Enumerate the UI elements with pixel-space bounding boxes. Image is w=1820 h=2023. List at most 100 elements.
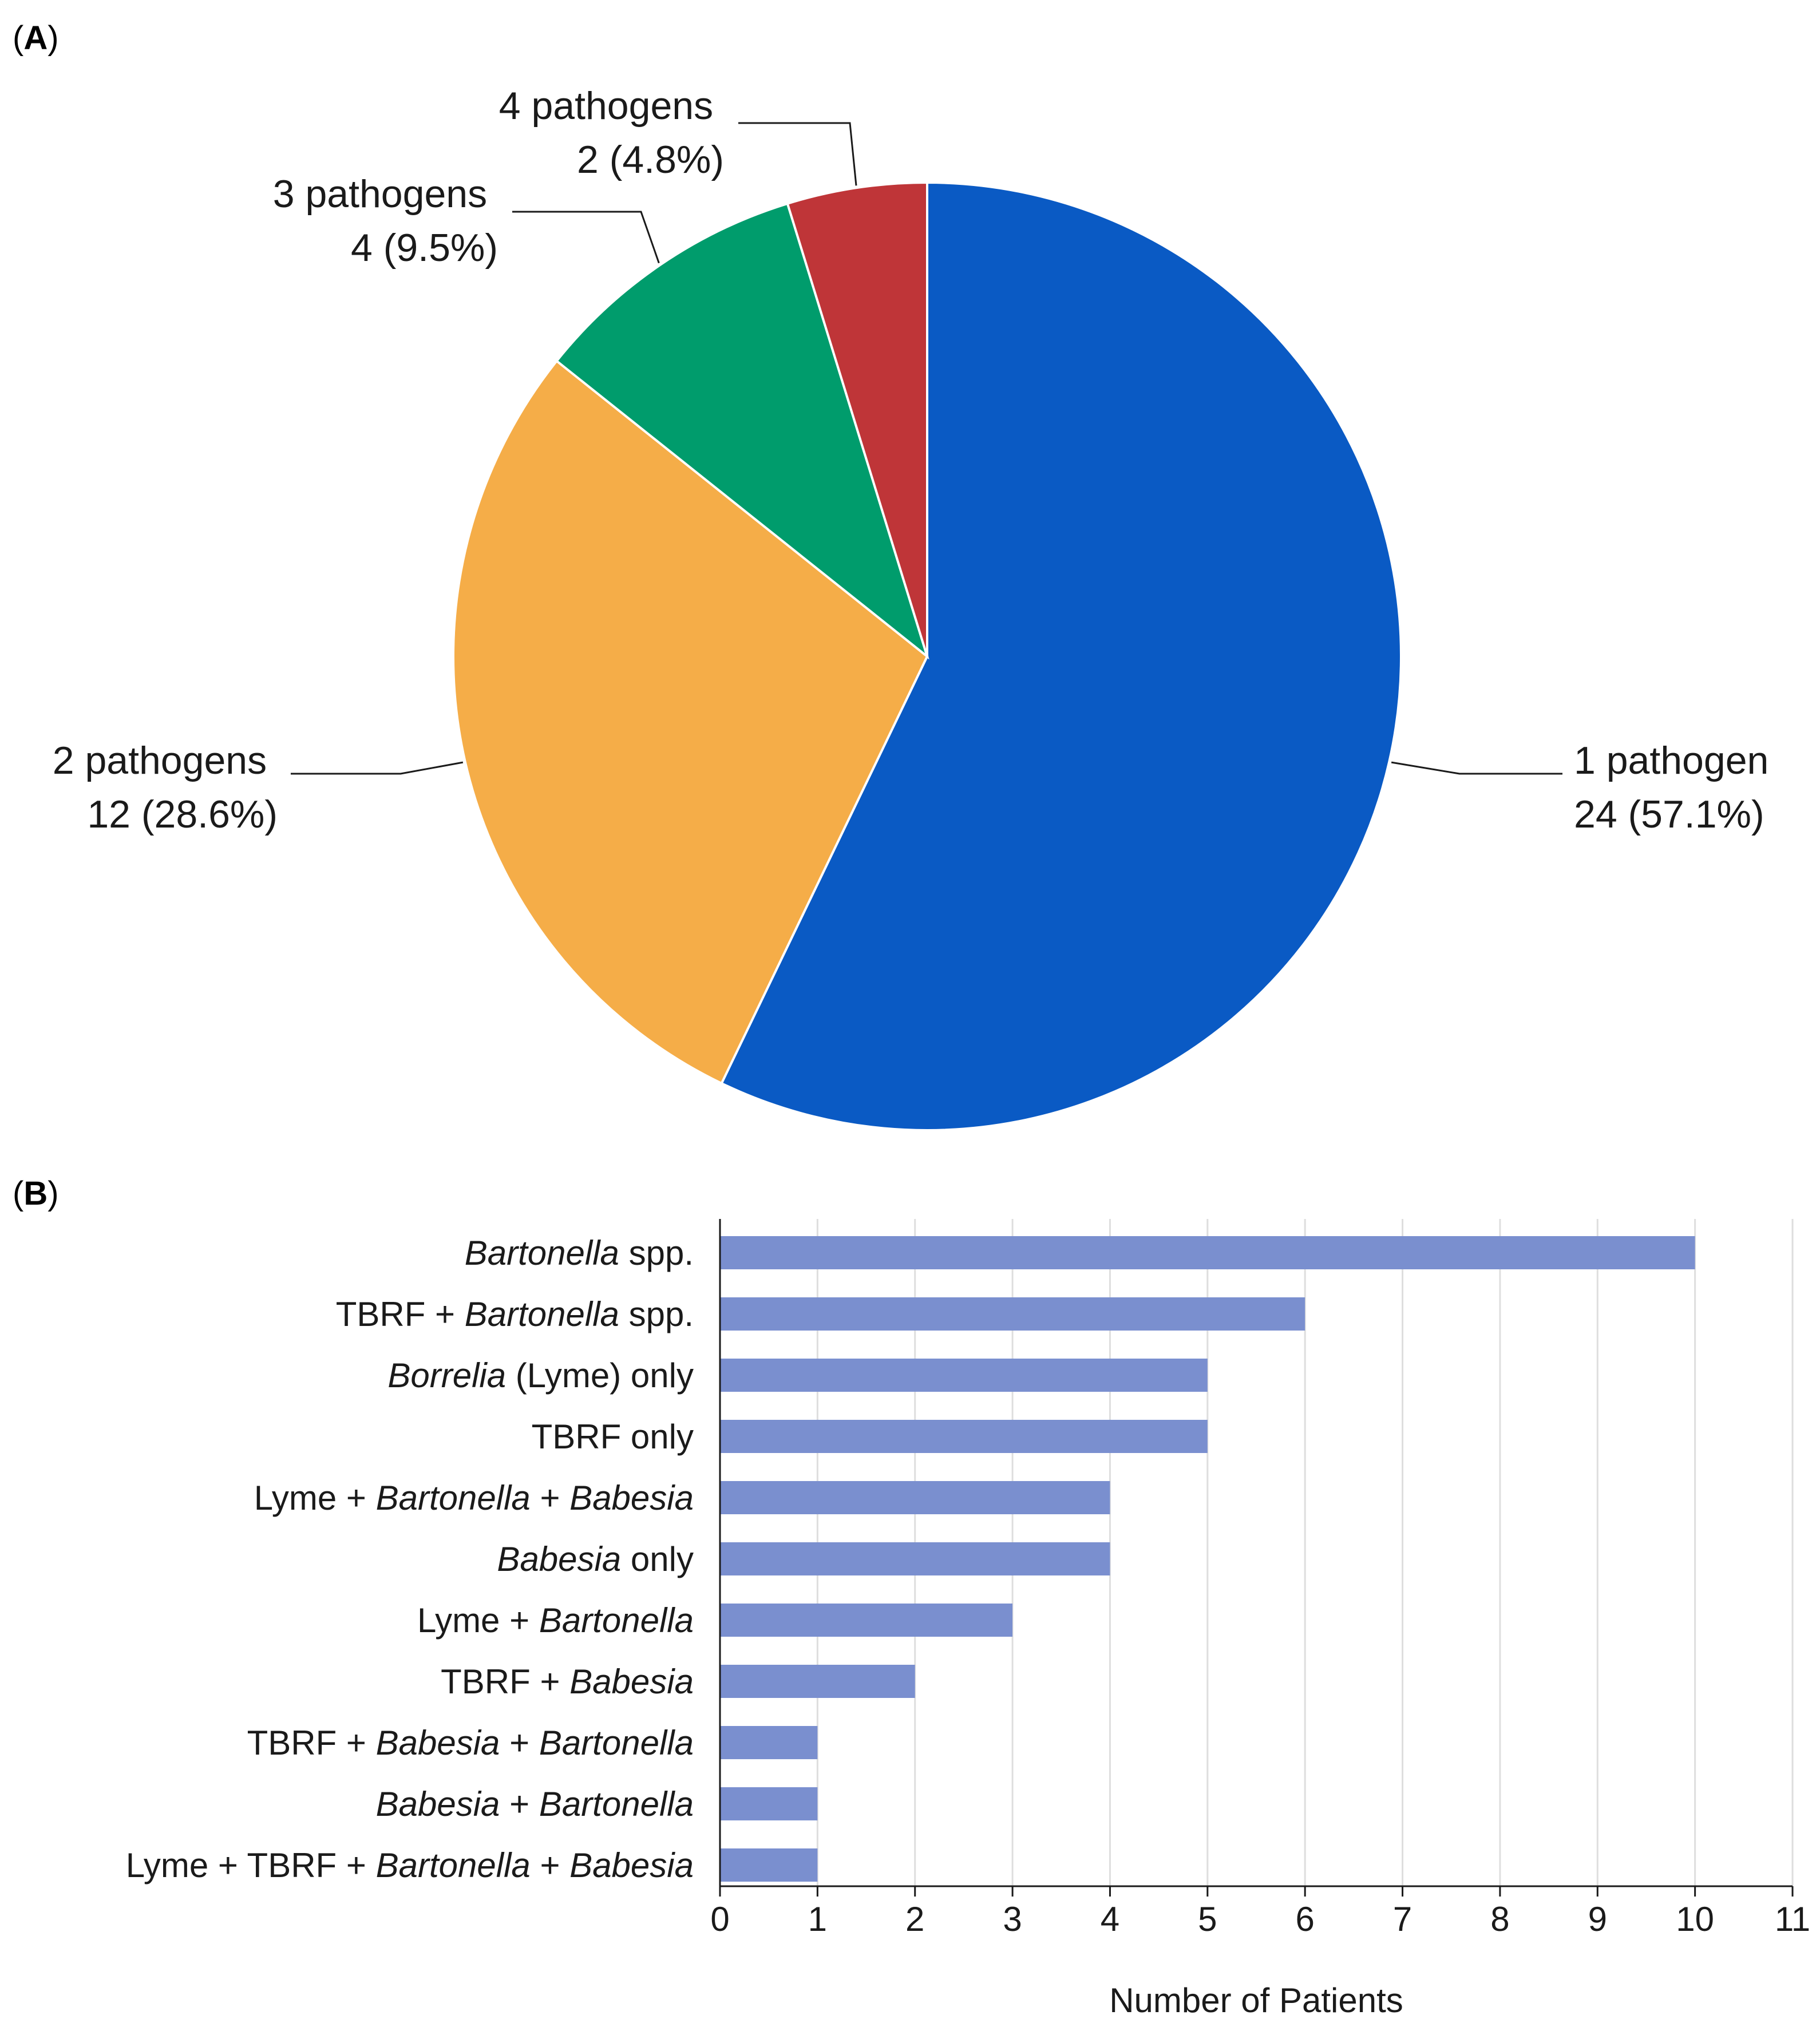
slice-label-1-pathogen: 1 pathogen 24 (57.1%) [1574, 739, 1779, 836]
category-label-3: Borrelia (Lyme) only [387, 1356, 694, 1395]
slice-3-value: 4 (9.5%) [351, 226, 498, 270]
category-label-5-part-2: Bartonella [376, 1479, 531, 1517]
panel-b-label: (B) [13, 1175, 59, 1212]
panel-b-letter: B [23, 1175, 48, 1212]
category-label-11-part-2: Bartonella [376, 1846, 531, 1885]
category-label-10-part-1: Babesia [376, 1785, 500, 1823]
category-label-11-part-3: + [531, 1846, 569, 1885]
category-label-1-part-1: Bartonella [465, 1234, 619, 1272]
category-label-7-part-1: Lyme + [417, 1601, 539, 1640]
category-label-2-part-3: spp. [619, 1295, 694, 1333]
x-tick-label-8: 8 [1490, 1900, 1509, 1938]
panel-a-letter: A [23, 19, 48, 57]
category-label-9-part-2: Babesia [376, 1724, 500, 1762]
x-tick-label-4: 4 [1101, 1900, 1119, 1938]
leader-line-3-pathogens [512, 211, 660, 264]
slice-1-name: 1 pathogen [1574, 739, 1768, 782]
x-tick-label-3: 3 [1003, 1900, 1022, 1938]
slice-2-value: 12 (28.6%) [87, 793, 278, 836]
x-tick-label-5: 5 [1198, 1900, 1217, 1938]
bar-6 [720, 1542, 1110, 1575]
slice-4-name: 4 pathogens [499, 84, 713, 128]
pie-chart-panel: (A) 1 pathogen 24 (57.1%) 2 pathogens 12… [13, 19, 1779, 1131]
x-tick-label-2: 2 [905, 1900, 924, 1938]
bar-4 [720, 1420, 1208, 1453]
pie-slice-2-pathogens [452, 359, 929, 1085]
pie-slice-4-pathogens [786, 181, 928, 657]
x-tick-label-6: 6 [1295, 1900, 1314, 1938]
panel-b-open-paren: ( [13, 1175, 23, 1212]
category-label-9: TBRF + Babesia + Bartonella [247, 1724, 694, 1762]
bar-chart-panel: (B) Bartonella spp.TBRF + Bartonella spp… [13, 1175, 1810, 2020]
category-label-8-part-2: Babesia [569, 1662, 694, 1701]
category-labels: Bartonella spp.TBRF + Bartonella spp.Bor… [126, 1234, 694, 1885]
leader-line-4-pathogens [738, 122, 857, 186]
category-label-4: TBRF only [532, 1418, 694, 1456]
category-label-11-part-1: Lyme + TBRF + [126, 1846, 376, 1885]
bar-8 [720, 1665, 915, 1698]
category-label-1-part-2: spp. [619, 1234, 694, 1272]
category-label-5-part-4: Babesia [569, 1479, 694, 1517]
category-label-3-part-1: Borrelia [387, 1356, 506, 1395]
bar-1 [720, 1236, 1695, 1269]
bar-5 [720, 1481, 1110, 1514]
pie-slice-1-pathogen [720, 181, 1402, 1131]
slice-1-value: 24 (57.1%) [1574, 793, 1764, 836]
category-label-11-part-4: Babesia [569, 1846, 694, 1885]
category-label-6-part-1: Babesia [497, 1540, 621, 1578]
pie-leader-lines [291, 122, 1562, 775]
bar-3 [720, 1359, 1208, 1392]
x-ticks: 0 1 2 3 4 5 6 7 8 9 10 11 [710, 1886, 1810, 1938]
category-label-9-part-3: + [500, 1724, 539, 1762]
category-label-5: Lyme + Bartonella + Babesia [254, 1479, 694, 1517]
panel-a-open-paren: ( [13, 19, 23, 57]
category-label-6: Babesia only [497, 1540, 694, 1578]
x-tick-label-11: 11 [1775, 1900, 1810, 1938]
category-label-5-part-3: + [531, 1479, 569, 1517]
slice-3-name: 3 pathogens [273, 172, 487, 216]
slice-label-4-pathogens: 4 pathogens 2 (4.8%) [499, 84, 724, 181]
bars [720, 1236, 1695, 1882]
category-label-8: TBRF + Babesia [441, 1662, 694, 1701]
bar-9 [720, 1726, 818, 1759]
category-label-4-part-1: TBRF only [532, 1418, 694, 1456]
panel-b-close-paren: ) [48, 1175, 58, 1212]
category-label-10: Babesia + Bartonella [376, 1785, 694, 1823]
pie-slices [452, 181, 1402, 1131]
category-label-6-part-2: only [621, 1540, 694, 1578]
x-tick-label-9: 9 [1588, 1900, 1607, 1938]
x-tick-label-1: 1 [808, 1900, 827, 1938]
bar-7 [720, 1604, 1013, 1637]
category-label-7: Lyme + Bartonella [417, 1601, 694, 1640]
pie-slice-3-pathogens [555, 202, 929, 660]
panel-a-close-paren: ) [48, 19, 58, 57]
category-label-2-part-2: Bartonella [465, 1295, 619, 1333]
axes [719, 1219, 1793, 1887]
category-label-9-part-1: TBRF + [247, 1724, 376, 1762]
bar-2 [720, 1297, 1305, 1331]
slice-4-value: 2 (4.8%) [577, 138, 724, 181]
category-label-11: Lyme + TBRF + Bartonella + Babesia [126, 1846, 694, 1885]
panel-a-label: (A) [13, 19, 59, 57]
category-label-2: TBRF + Bartonella spp. [336, 1295, 694, 1333]
slice-2-name: 2 pathogens [53, 739, 267, 782]
leader-line-1-pathogen [1391, 761, 1562, 775]
slice-label-2-pathogens: 2 pathogens 12 (28.6%) [53, 739, 278, 836]
bar-10 [720, 1787, 818, 1820]
bar-11 [720, 1848, 818, 1882]
category-label-8-part-1: TBRF + [441, 1662, 569, 1701]
category-label-3-part-2: (Lyme) only [506, 1356, 694, 1395]
x-tick-label-7: 7 [1393, 1900, 1412, 1938]
category-label-9-part-4: Bartonella [539, 1724, 694, 1762]
category-label-10-part-3: Bartonella [539, 1785, 694, 1823]
slice-label-3-pathogens: 3 pathogens 4 (9.5%) [273, 172, 498, 270]
x-axis-title: Number of Patients [1109, 1981, 1403, 2020]
leader-line-2-pathogens [291, 761, 464, 775]
category-label-10-part-2: + [500, 1785, 539, 1823]
category-label-5-part-1: Lyme + [254, 1479, 376, 1517]
category-label-2-part-1: TBRF + [336, 1295, 465, 1333]
category-label-7-part-2: Bartonella [539, 1601, 694, 1640]
x-tick-label-10: 10 [1676, 1900, 1714, 1938]
category-label-1: Bartonella spp. [465, 1234, 694, 1272]
